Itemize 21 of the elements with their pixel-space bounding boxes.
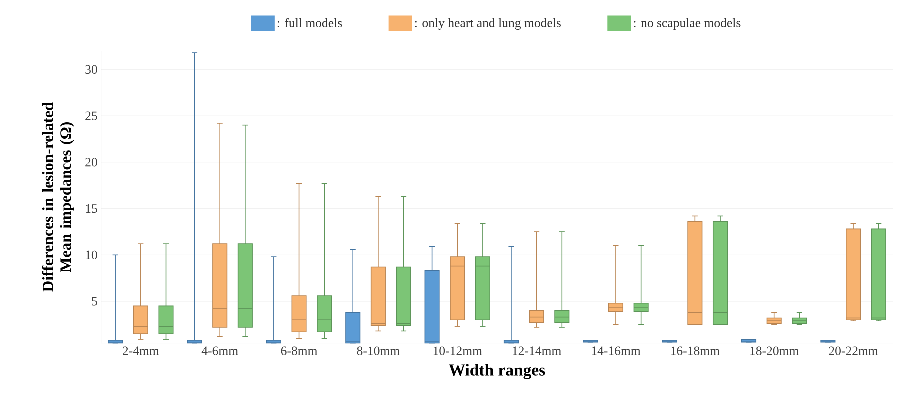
x-tick-label: 14-16mm	[592, 346, 641, 356]
legend-label: : full models	[278, 18, 342, 28]
legend-label: : no scapulae models	[634, 18, 741, 30]
y-tick-label: 20	[86, 158, 98, 167]
x-tick-label: 16-18mm	[671, 346, 720, 356]
x-tick-label: 2-4mm	[123, 346, 160, 356]
x-tick-label: 12-14mm	[513, 346, 562, 356]
y-tick-label: 10	[86, 250, 98, 260]
y-tick-label: 25	[86, 112, 98, 120]
legend-label: : only heart and lung models	[415, 18, 561, 30]
y-tick-label: 5	[92, 297, 98, 306]
x-tick-label: 6-8mm	[281, 346, 318, 356]
x-tick-label: 4-6mm	[202, 346, 238, 356]
y-tick-label: 30	[86, 65, 98, 74]
y-tick-label: 15	[86, 204, 98, 214]
x-axis-title: Width ranges	[449, 364, 546, 380]
x-tick-label: 20-22mm	[829, 346, 878, 356]
x-tick-label: 18-20mm	[750, 346, 800, 356]
x-tick-label: 10-12mm	[434, 346, 482, 356]
y-axis-title: Differences in lesion-related Mean impedances (Ω)	[42, 102, 74, 292]
x-tick-label: 8-10mm	[357, 346, 400, 356]
